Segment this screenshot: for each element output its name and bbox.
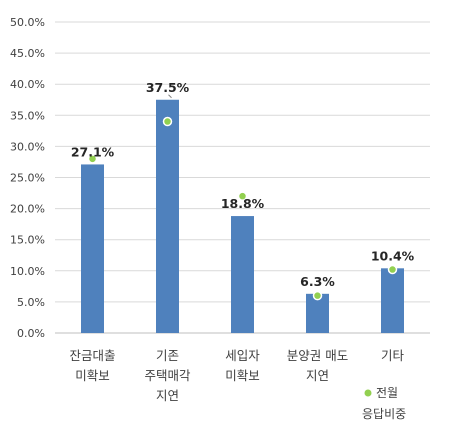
y-tick-label: 5.0% [17,296,45,309]
previous-month-marker [312,290,323,301]
data-label: 37.5% [146,80,190,95]
y-tick-label: 40.0% [10,78,45,91]
y-tick-label: 35.0% [10,109,45,122]
legend-marker [364,389,372,397]
label-leader-line [168,94,172,99]
category-label: 기존 [156,348,179,363]
legend-label-line2: 응답비중 [362,407,406,421]
y-tick-label: 45.0% [10,47,45,60]
y-tick-label: 30.0% [10,140,45,153]
bar [381,268,404,333]
category-label: 미확보 [75,368,110,383]
y-tick-label: 15.0% [10,234,45,247]
previous-month-marker [162,116,173,127]
category-label: 분양권 매도 [287,348,348,363]
y-tick-label: 25.0% [10,172,45,185]
bar [81,164,104,333]
bar [231,216,254,333]
gridlines [55,21,430,334]
bars [81,99,404,333]
y-tick-label: 20.0% [10,203,45,216]
previous-month-marker [237,191,248,201]
y-tick-label: 0.0% [17,327,45,340]
data-label: 10.4% [371,248,415,263]
bar [306,293,329,333]
category-label: 주택매각 [144,368,191,383]
category-label: 미확보 [225,368,260,383]
bar [156,99,179,333]
previous-month-marker [387,264,398,275]
y-tick-label: 10.0% [10,265,45,278]
data-labels: 27.1% 37.5% 18.8% 6.3% 10.4% [71,80,415,289]
previous-month-markers [87,116,398,301]
category-label: 잔금대출 [69,348,115,363]
data-label: 18.8% [221,196,265,211]
previous-month-marker [87,154,98,164]
category-label: 세입자 [225,348,260,363]
y-tick-label: 50.0% [10,16,45,29]
category-label: 지연 [156,388,179,403]
data-label: 27.1% [71,144,115,159]
y-axis-ticks: 0.0% 5.0% 10.0% 15.0% 20.0% 25.0% 30.0% 35.0% 40… [10,16,45,340]
category-label: 기타 [381,348,405,363]
category-label: 지연 [306,368,329,383]
data-label: 6.3% [300,274,335,289]
legend-label-line1: 전월 [376,386,398,400]
legend: 전월 응답비중 [362,386,406,421]
